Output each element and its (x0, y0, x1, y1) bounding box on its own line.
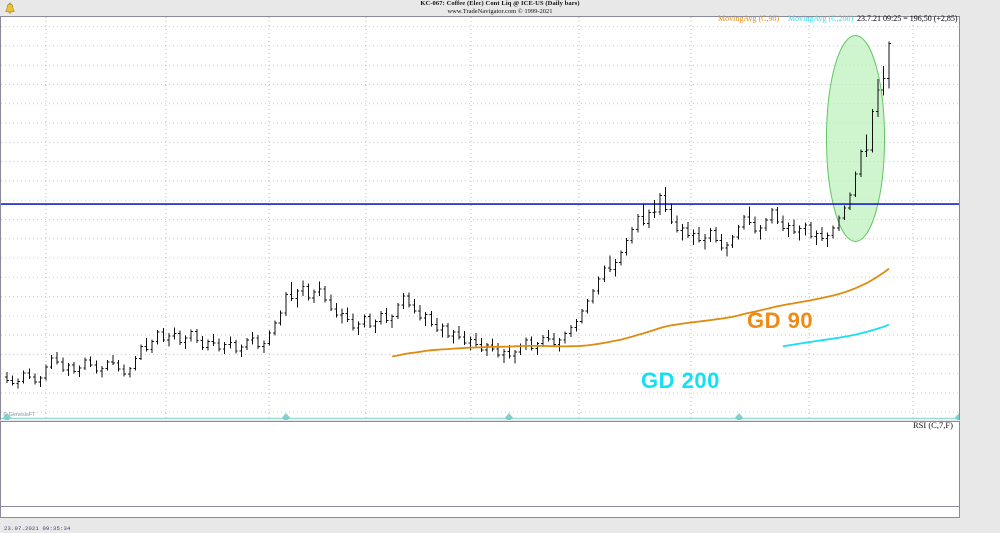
chart-subtitle: www.TradeNavigator.com © 1999-2021 (447, 8, 553, 15)
rsi-chart-pane[interactable] (0, 421, 960, 507)
x-axis-tick-strip (0, 507, 960, 518)
genesis-watermark: © GenesisFT (3, 412, 36, 418)
annotation-gd200: GD 200 (641, 368, 720, 393)
rsi-indicator-label[interactable]: RSI (C,7,F) (913, 420, 953, 430)
annotation-gd90: GD 90 (747, 308, 814, 333)
x-axis-labels (0, 517, 1000, 527)
x-axis-ticks (1, 507, 959, 517)
axis-rule (960, 16, 1000, 507)
legend-ma200[interactable]: MovingAvg (C,200) (788, 14, 854, 23)
price-chart-canvas (1, 17, 959, 420)
price-chart-pane[interactable] (0, 16, 960, 420)
render-timestamp: 23.07.2021 09:35:34 (4, 525, 71, 532)
rsi-chart-canvas (1, 422, 959, 506)
legend-quote: 23.7.21 09:25 = 196,50 (+2,85) (857, 14, 958, 23)
legend-ma90[interactable]: MovingAvg (C,90) (718, 14, 780, 23)
chart-title: KC-067: Coffee (Elec) Cont Liq @ ICE-US … (420, 0, 580, 7)
price-axis (960, 16, 1000, 507)
chart-header: KC-067: Coffee (Elec) Cont Liq @ ICE-US … (0, 0, 1000, 16)
bell-icon (5, 2, 15, 14)
